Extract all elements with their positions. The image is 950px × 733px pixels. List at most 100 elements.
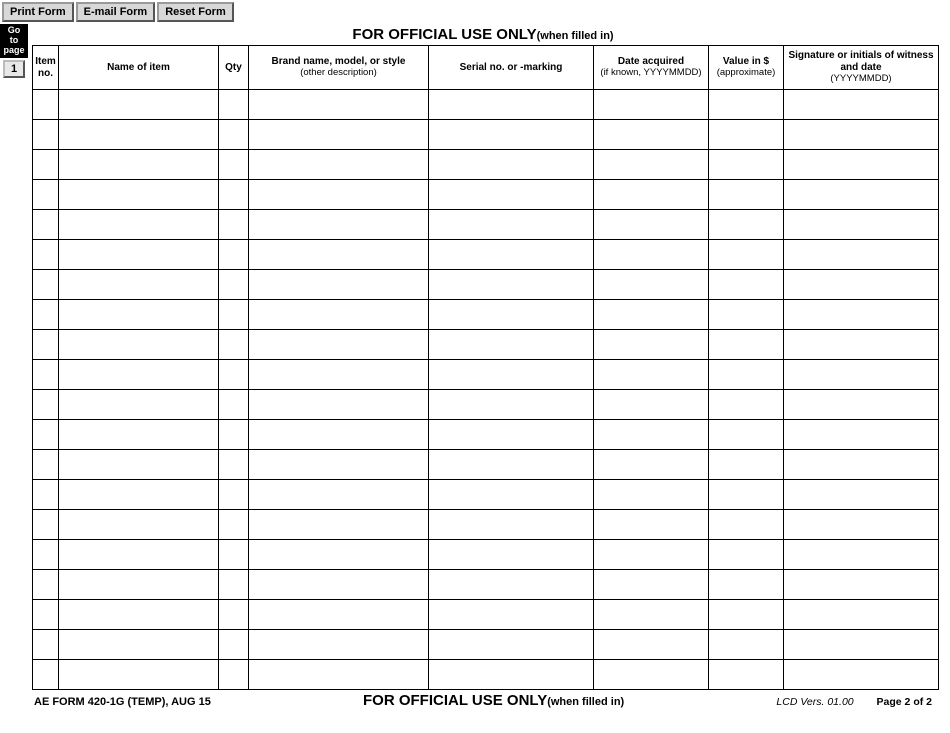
cell[interactable] xyxy=(59,90,219,120)
cell[interactable] xyxy=(784,360,939,390)
cell[interactable] xyxy=(249,180,429,210)
cell[interactable] xyxy=(33,420,59,450)
cell[interactable] xyxy=(59,360,219,390)
cell[interactable] xyxy=(219,300,249,330)
cell[interactable] xyxy=(784,510,939,540)
reset-button[interactable]: Reset Form xyxy=(157,2,234,22)
cell[interactable] xyxy=(59,660,219,690)
cell[interactable] xyxy=(784,120,939,150)
cell[interactable] xyxy=(59,120,219,150)
cell[interactable] xyxy=(594,600,709,630)
cell[interactable] xyxy=(594,240,709,270)
cell[interactable] xyxy=(594,570,709,600)
cell[interactable] xyxy=(709,420,784,450)
cell[interactable] xyxy=(709,120,784,150)
cell[interactable] xyxy=(249,240,429,270)
cell[interactable] xyxy=(594,180,709,210)
cell[interactable] xyxy=(709,540,784,570)
cell[interactable] xyxy=(594,390,709,420)
cell[interactable] xyxy=(784,270,939,300)
cell[interactable] xyxy=(249,120,429,150)
cell[interactable] xyxy=(429,180,594,210)
cell[interactable] xyxy=(33,450,59,480)
cell[interactable] xyxy=(429,480,594,510)
cell[interactable] xyxy=(594,330,709,360)
cell[interactable] xyxy=(429,660,594,690)
cell[interactable] xyxy=(709,270,784,300)
cell[interactable] xyxy=(249,510,429,540)
cell[interactable] xyxy=(59,450,219,480)
cell[interactable] xyxy=(249,600,429,630)
cell[interactable] xyxy=(33,90,59,120)
cell[interactable] xyxy=(33,540,59,570)
cell[interactable] xyxy=(709,300,784,330)
cell[interactable] xyxy=(709,210,784,240)
cell[interactable] xyxy=(784,420,939,450)
cell[interactable] xyxy=(219,390,249,420)
cell[interactable] xyxy=(219,150,249,180)
cell[interactable] xyxy=(33,600,59,630)
cell[interactable] xyxy=(429,540,594,570)
cell[interactable] xyxy=(709,360,784,390)
cell[interactable] xyxy=(219,120,249,150)
cell[interactable] xyxy=(249,630,429,660)
cell[interactable] xyxy=(219,270,249,300)
cell[interactable] xyxy=(249,330,429,360)
cell[interactable] xyxy=(429,150,594,180)
cell[interactable] xyxy=(249,150,429,180)
cell[interactable] xyxy=(429,120,594,150)
cell[interactable] xyxy=(59,420,219,450)
cell[interactable] xyxy=(249,660,429,690)
cell[interactable] xyxy=(249,420,429,450)
cell[interactable] xyxy=(709,660,784,690)
cell[interactable] xyxy=(709,570,784,600)
cell[interactable] xyxy=(429,600,594,630)
cell[interactable] xyxy=(429,450,594,480)
cell[interactable] xyxy=(784,210,939,240)
cell[interactable] xyxy=(594,540,709,570)
cell[interactable] xyxy=(219,210,249,240)
cell[interactable] xyxy=(429,360,594,390)
cell[interactable] xyxy=(594,90,709,120)
cell[interactable] xyxy=(709,330,784,360)
cell[interactable] xyxy=(33,210,59,240)
cell[interactable] xyxy=(594,660,709,690)
cell[interactable] xyxy=(219,510,249,540)
cell[interactable] xyxy=(784,540,939,570)
cell[interactable] xyxy=(59,540,219,570)
cell[interactable] xyxy=(249,300,429,330)
cell[interactable] xyxy=(33,240,59,270)
cell[interactable] xyxy=(429,390,594,420)
cell[interactable] xyxy=(59,180,219,210)
cell[interactable] xyxy=(429,300,594,330)
cell[interactable] xyxy=(709,450,784,480)
cell[interactable] xyxy=(429,90,594,120)
cell[interactable] xyxy=(429,270,594,300)
cell[interactable] xyxy=(594,150,709,180)
cell[interactable] xyxy=(594,120,709,150)
cell[interactable] xyxy=(429,570,594,600)
cell[interactable] xyxy=(59,390,219,420)
cell[interactable] xyxy=(249,570,429,600)
cell[interactable] xyxy=(709,630,784,660)
email-button[interactable]: E-mail Form xyxy=(76,2,156,22)
cell[interactable] xyxy=(33,120,59,150)
cell[interactable] xyxy=(249,270,429,300)
print-button[interactable]: Print Form xyxy=(2,2,74,22)
cell[interactable] xyxy=(709,390,784,420)
cell[interactable] xyxy=(784,660,939,690)
cell[interactable] xyxy=(784,390,939,420)
cell[interactable] xyxy=(784,90,939,120)
cell[interactable] xyxy=(429,510,594,540)
cell[interactable] xyxy=(33,330,59,360)
cell[interactable] xyxy=(784,630,939,660)
cell[interactable] xyxy=(709,480,784,510)
cell[interactable] xyxy=(784,600,939,630)
cell[interactable] xyxy=(33,660,59,690)
cell[interactable] xyxy=(249,450,429,480)
cell[interactable] xyxy=(784,180,939,210)
cell[interactable] xyxy=(59,630,219,660)
cell[interactable] xyxy=(219,600,249,630)
goto-page-1-button[interactable]: 1 xyxy=(3,60,25,78)
cell[interactable] xyxy=(594,510,709,540)
